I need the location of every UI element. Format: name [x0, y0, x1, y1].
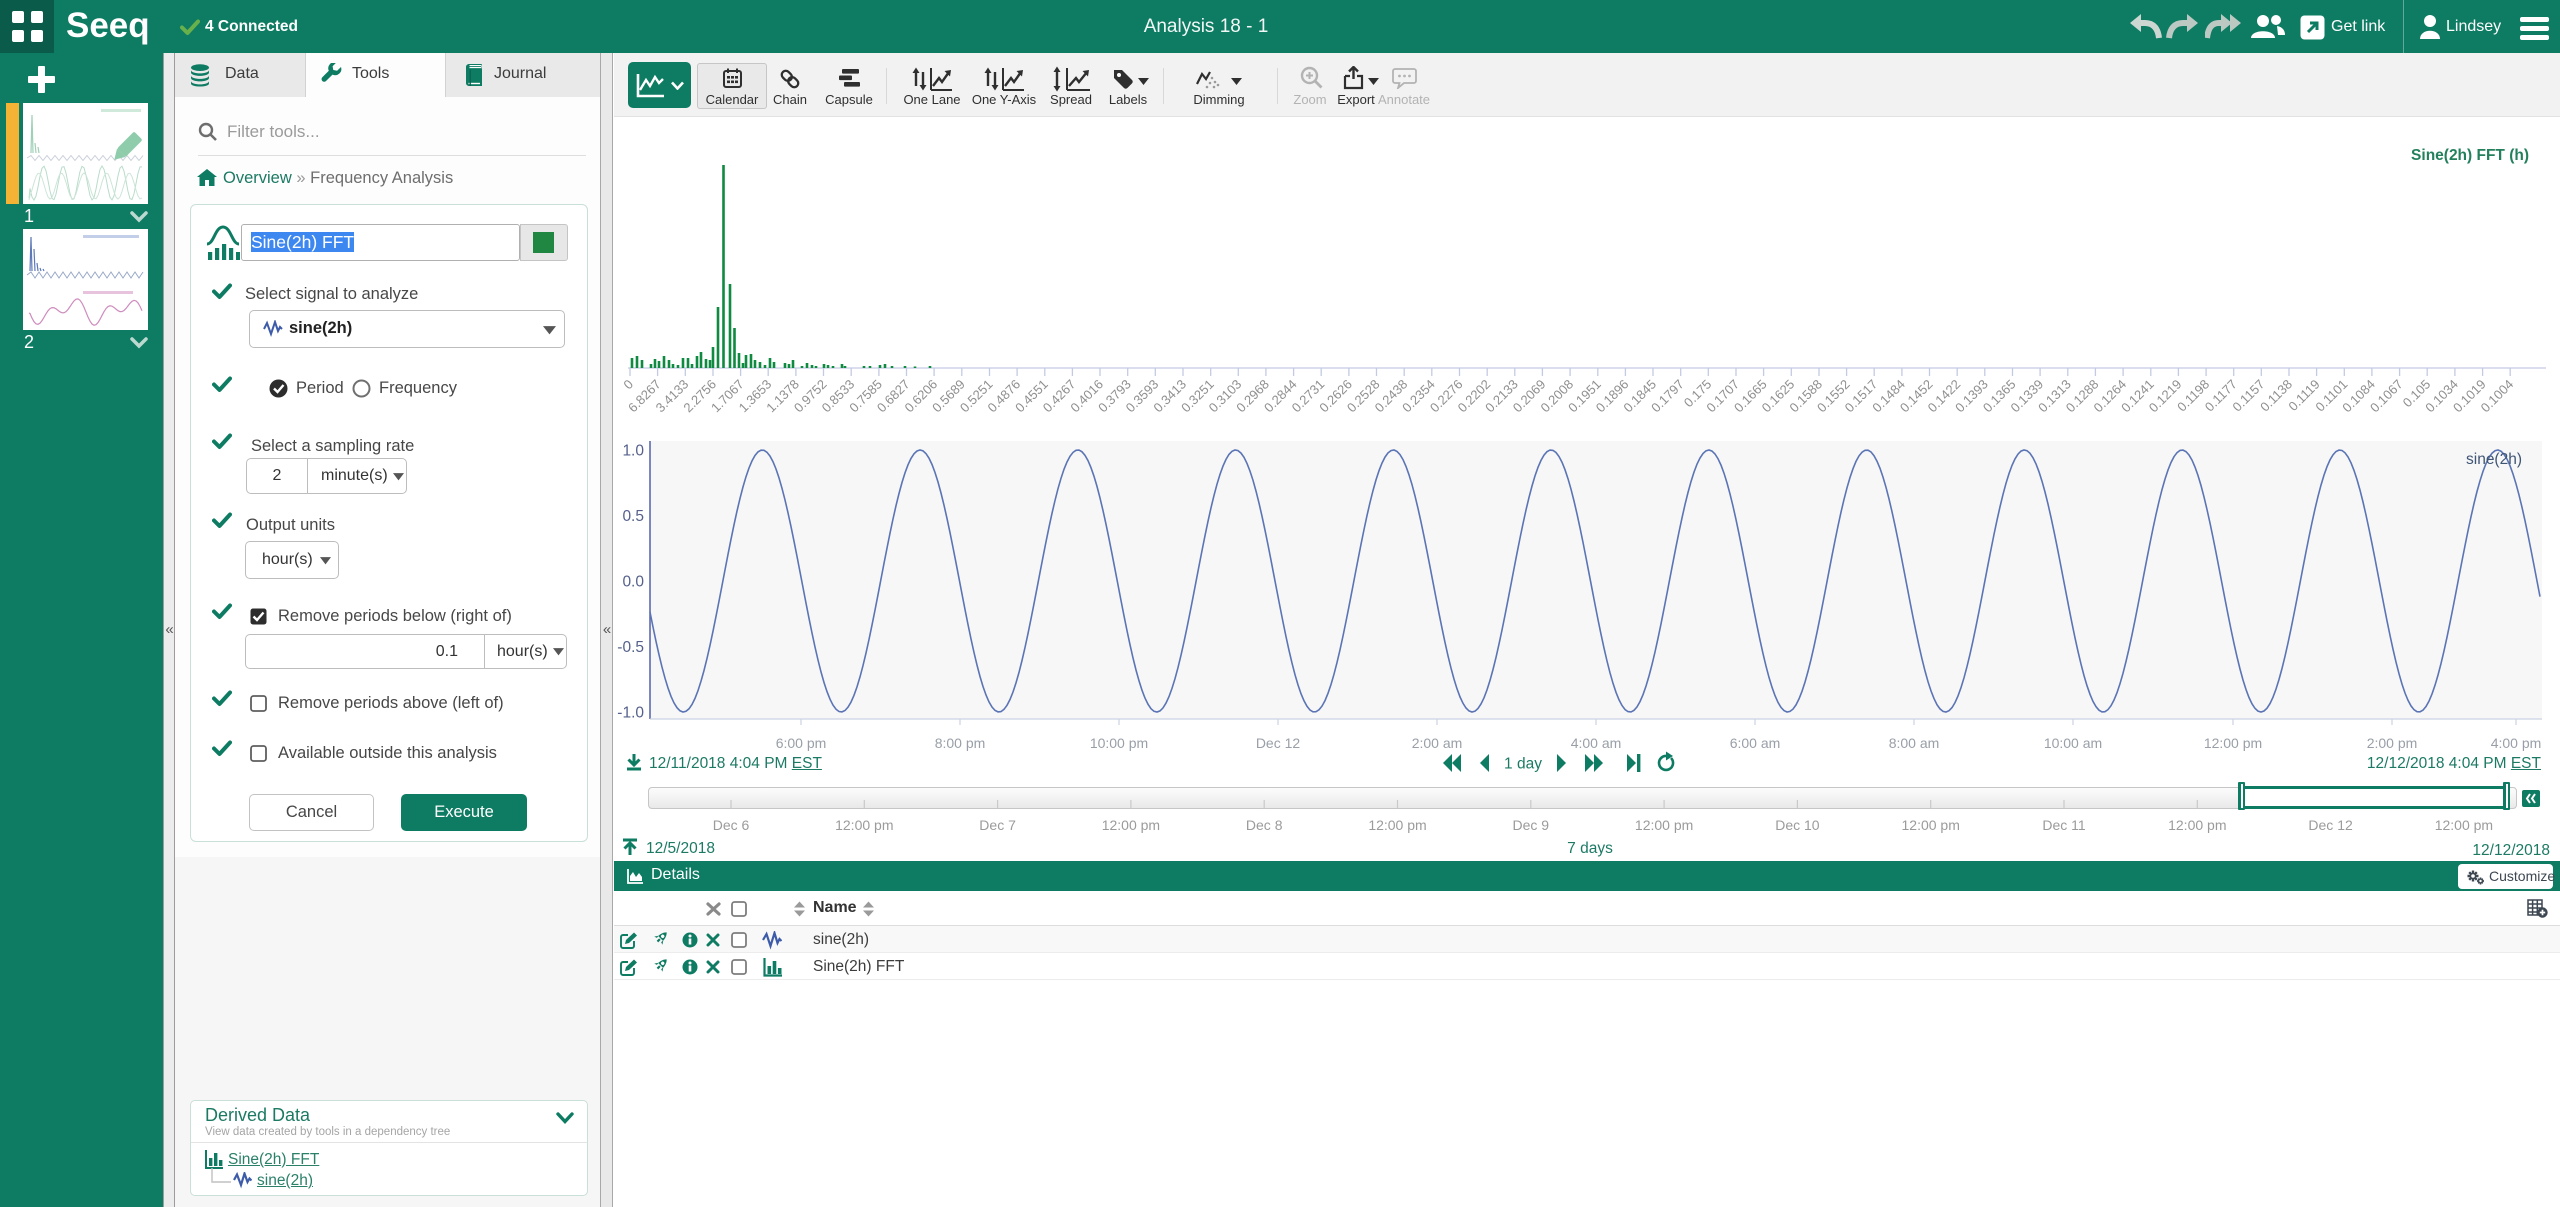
svg-text:Sine(2h) FFT (h): Sine(2h) FFT (h)	[2411, 147, 2529, 164]
svg-text:sine(2h): sine(2h)	[2466, 451, 2522, 468]
svg-text:12:00 pm: 12:00 pm	[2168, 817, 2226, 833]
svg-text:0.5: 0.5	[622, 508, 644, 525]
svg-text:6:00 pm: 6:00 pm	[776, 735, 827, 751]
svg-text:Dec 10: Dec 10	[1775, 817, 1820, 833]
svg-text:Dec 11: Dec 11	[2042, 817, 2086, 833]
svg-text:Dec 9: Dec 9	[1513, 817, 1550, 833]
svg-text:0.0: 0.0	[622, 574, 644, 591]
svg-text:2:00 pm: 2:00 pm	[2367, 735, 2418, 751]
svg-text:10:00 am: 10:00 am	[2044, 735, 2102, 751]
svg-text:8:00 am: 8:00 am	[1889, 735, 1940, 751]
svg-text:4:00 pm: 4:00 pm	[2491, 735, 2542, 751]
svg-text:2:00 am: 2:00 am	[1412, 735, 1463, 751]
svg-text:-0.5: -0.5	[617, 639, 644, 656]
svg-text:12:00 pm: 12:00 pm	[1635, 817, 1693, 833]
svg-text:12:00 pm: 12:00 pm	[1902, 817, 1960, 833]
svg-text:0.1138: 0.1138	[2257, 377, 2295, 415]
svg-text:4:00 am: 4:00 am	[1571, 735, 1622, 751]
svg-text:12:00 pm: 12:00 pm	[835, 817, 893, 833]
svg-text:6:00 am: 6:00 am	[1730, 735, 1781, 751]
svg-text:8:00 pm: 8:00 pm	[935, 735, 986, 751]
svg-text:Dec 7: Dec 7	[979, 817, 1016, 833]
svg-text:0: 0	[620, 377, 636, 393]
svg-text:Dec 12: Dec 12	[1256, 735, 1301, 751]
svg-text:10:00 pm: 10:00 pm	[1090, 735, 1148, 751]
svg-text:12:00 pm: 12:00 pm	[2204, 735, 2262, 751]
svg-text:12:00 pm: 12:00 pm	[1368, 817, 1426, 833]
svg-text:12:00 pm: 12:00 pm	[2435, 817, 2493, 833]
svg-text:Dec 8: Dec 8	[1246, 817, 1283, 833]
svg-text:1.0: 1.0	[622, 443, 644, 460]
svg-text:Dec 6: Dec 6	[713, 817, 750, 833]
svg-text:-1.0: -1.0	[617, 705, 644, 722]
svg-text:12:00 pm: 12:00 pm	[1102, 817, 1160, 833]
svg-text:1 day: 1 day	[1504, 756, 1542, 773]
svg-text:Dec 12: Dec 12	[2308, 817, 2353, 833]
